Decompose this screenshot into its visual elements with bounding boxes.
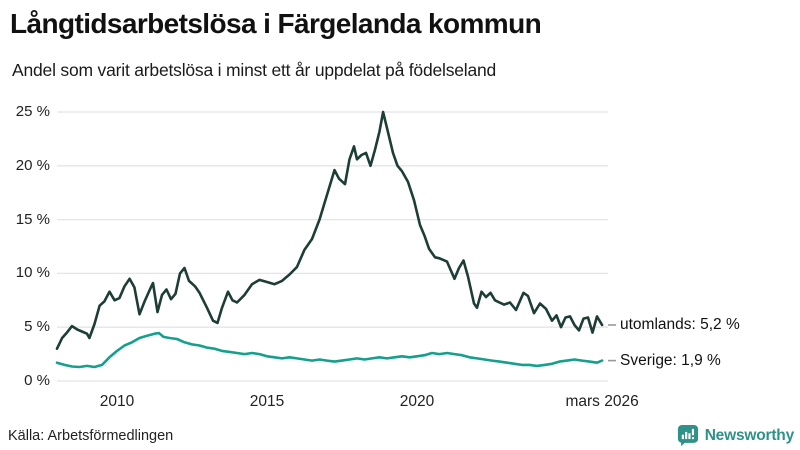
y-tick-label: 15 % [15, 210, 50, 228]
y-tick-label: 20 % [15, 156, 50, 174]
y-tick-label: 10 % [15, 264, 50, 282]
series-line-utomlands [55, 110, 604, 351]
y-tick-label: 0 % [24, 372, 50, 389]
x-tick-label: 2015 [249, 393, 285, 410]
newsworthy-wordmark: Newsworthy [704, 426, 795, 444]
x-tick-label: 2020 [399, 393, 435, 410]
y-tick-label: 5 % [24, 318, 50, 336]
newsworthy-logo-icon [677, 424, 698, 447]
series-label-sverige: Sverige: 1,9 % [620, 351, 721, 369]
chart-subtitle: Andel som varit arbetslösa i minst ett å… [12, 60, 497, 80]
source-note: Källa: Arbetsförmedlingen [8, 428, 174, 444]
x-tick-label: 2010 [99, 393, 135, 410]
series-line-sverige [55, 331, 604, 369]
y-tick-label: 25 % [15, 103, 50, 120]
series-label-utomlands: utomlands: 5,2 % [620, 316, 740, 334]
page-title: Långtidsarbetslösa i Färgelanda kommun [10, 8, 542, 39]
x-tick-label: mars 2026 [565, 393, 639, 410]
newsworthy-brand: Newsworthy [677, 424, 794, 447]
